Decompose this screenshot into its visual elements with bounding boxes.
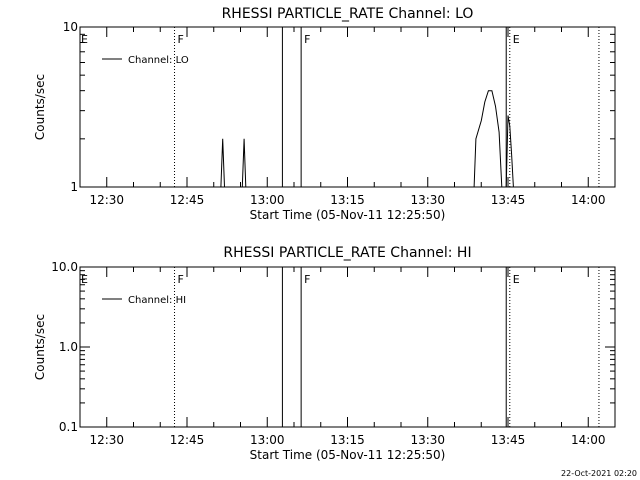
legend-label: Channel: LO <box>128 55 189 66</box>
chart-title: RHESSI PARTICLE_RATE Channel: LO <box>222 6 474 22</box>
y-tick-label: 0.1 <box>59 420 78 434</box>
x-tick-label: 12:45 <box>170 193 205 207</box>
x-tick-label: 13:45 <box>491 433 526 447</box>
event-flag: F <box>178 273 184 286</box>
event-flag: E <box>513 33 520 46</box>
chart-title: RHESSI PARTICLE_RATE Channel: HI <box>223 245 471 261</box>
x-tick-label: 13:00 <box>250 433 285 447</box>
x-tick-label: 13:30 <box>410 433 445 447</box>
event-flag: E <box>513 273 520 286</box>
x-tick-label: 13:30 <box>410 193 445 207</box>
event-flag: F <box>178 33 184 46</box>
event-flag: F <box>304 33 310 46</box>
panel-hi: RHESSI PARTICLE_RATE Channel: HI 0.1 1.0 10… <box>33 245 616 462</box>
x-tick-label: 12:45 <box>170 433 205 447</box>
y-tick-label: 10.0 <box>51 260 78 274</box>
x-tick-label: 13:00 <box>250 193 285 207</box>
y-axis-label: Counts/sec <box>33 314 47 380</box>
x-tick-label: 13:15 <box>330 193 365 207</box>
y-axis-label: Counts/sec <box>33 74 47 140</box>
x-axis-label: Start Time (05-Nov-11 12:25:50) <box>250 448 446 462</box>
plot-frame <box>79 26 616 188</box>
plot-frame <box>79 266 616 428</box>
event-flag: F <box>304 273 310 286</box>
x-tick-label: 13:15 <box>330 433 365 447</box>
x-axis-label: Start Time (05-Nov-11 12:25:50) <box>250 208 446 222</box>
x-tick-label: 14:00 <box>571 193 606 207</box>
series-line <box>220 90 514 188</box>
plot-timestamp: 22-Oct-2021 02:20 <box>561 469 637 478</box>
y-tick-label: 1.0 <box>59 340 78 354</box>
x-tick-label: 13:45 <box>491 193 526 207</box>
y-tick-label: 10 <box>63 20 78 34</box>
event-flag: E <box>81 273 88 286</box>
y-tick-label: 1 <box>70 180 78 194</box>
x-tick-label: 12:30 <box>89 433 124 447</box>
x-tick-label: 14:00 <box>571 433 606 447</box>
panel-lo: RHESSI PARTICLE_RATE Channel: LO 1 10 12:30… <box>33 6 616 222</box>
x-tick-label: 12:30 <box>89 193 124 207</box>
legend-label: Channel: HI <box>128 295 186 306</box>
event-flag: E <box>81 33 88 46</box>
